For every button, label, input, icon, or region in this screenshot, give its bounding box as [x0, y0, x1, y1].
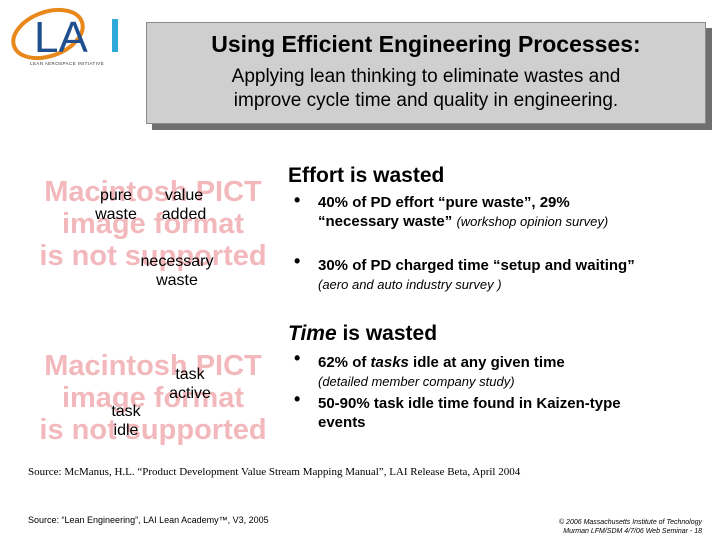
heading-effort-wasted: Effort is wasted [288, 164, 445, 187]
label-value-added: value added [161, 187, 207, 223]
label-task-active: task active [169, 366, 211, 402]
placeholder-line-3: is not supported [39, 240, 267, 272]
title-box: Using Efficient Engineering Processes: A… [146, 22, 706, 124]
pict-placeholder-1: Macintosh PICT image format is not suppo… [20, 176, 286, 272]
page-subtitle: Applying lean thinking to eliminate wast… [147, 65, 705, 113]
source-citation-1: Source: McManus, H.L. “Product Developme… [28, 466, 521, 478]
page-title: Using Efficient Engineering Processes: [211, 31, 641, 57]
bullet-time-2: 50-90% task idle time found in Kaizen-ty… [318, 395, 621, 431]
bullet-icon: • [294, 389, 301, 409]
bullet-icon: • [294, 190, 301, 210]
label-pure-waste: pure waste [95, 187, 137, 223]
placeholder-line-1: Macintosh PICT [44, 176, 262, 208]
logo-subtitle: LEAN AEROSPACE INITIATIVE [30, 61, 105, 66]
logo-text: LA [34, 13, 88, 62]
subtitle-line-2: improve cycle time and quality in engine… [233, 90, 619, 111]
label-necessary-waste: necessary waste [140, 253, 214, 289]
source-citation-2: Source: “Lean Engineering”, LAI Lean Aca… [28, 515, 269, 525]
lai-logo: LA [11, 7, 118, 62]
bullet-effort-2: 30% of PD charged time “setup and waitin… [318, 257, 635, 292]
pict-placeholder-2: Macintosh PICT image format is not suppo… [20, 350, 286, 446]
logo-i [112, 19, 118, 52]
label-task-idle: task idle [111, 403, 141, 439]
placeholder-line-1: Macintosh PICT [44, 350, 262, 382]
heading-time-wasted: Time is wasted [288, 322, 438, 345]
bullet-icon: • [294, 251, 301, 271]
placeholder-line-2: image format [61, 208, 245, 240]
placeholder-line-2: image format [61, 382, 245, 414]
placeholder-line-3: is not supported [39, 414, 267, 446]
bullet-time-1: 62% of tasks idle at any given time (det… [318, 354, 565, 389]
copyright-notice: © 2006 Massachusetts Institute of Techno… [558, 519, 702, 535]
subtitle-line-1: Applying lean thinking to eliminate wast… [231, 66, 621, 87]
bullet-effort-1: 40% of PD effort “pure waste”, 29% “nece… [318, 194, 609, 230]
bullet-icon: • [294, 348, 301, 368]
